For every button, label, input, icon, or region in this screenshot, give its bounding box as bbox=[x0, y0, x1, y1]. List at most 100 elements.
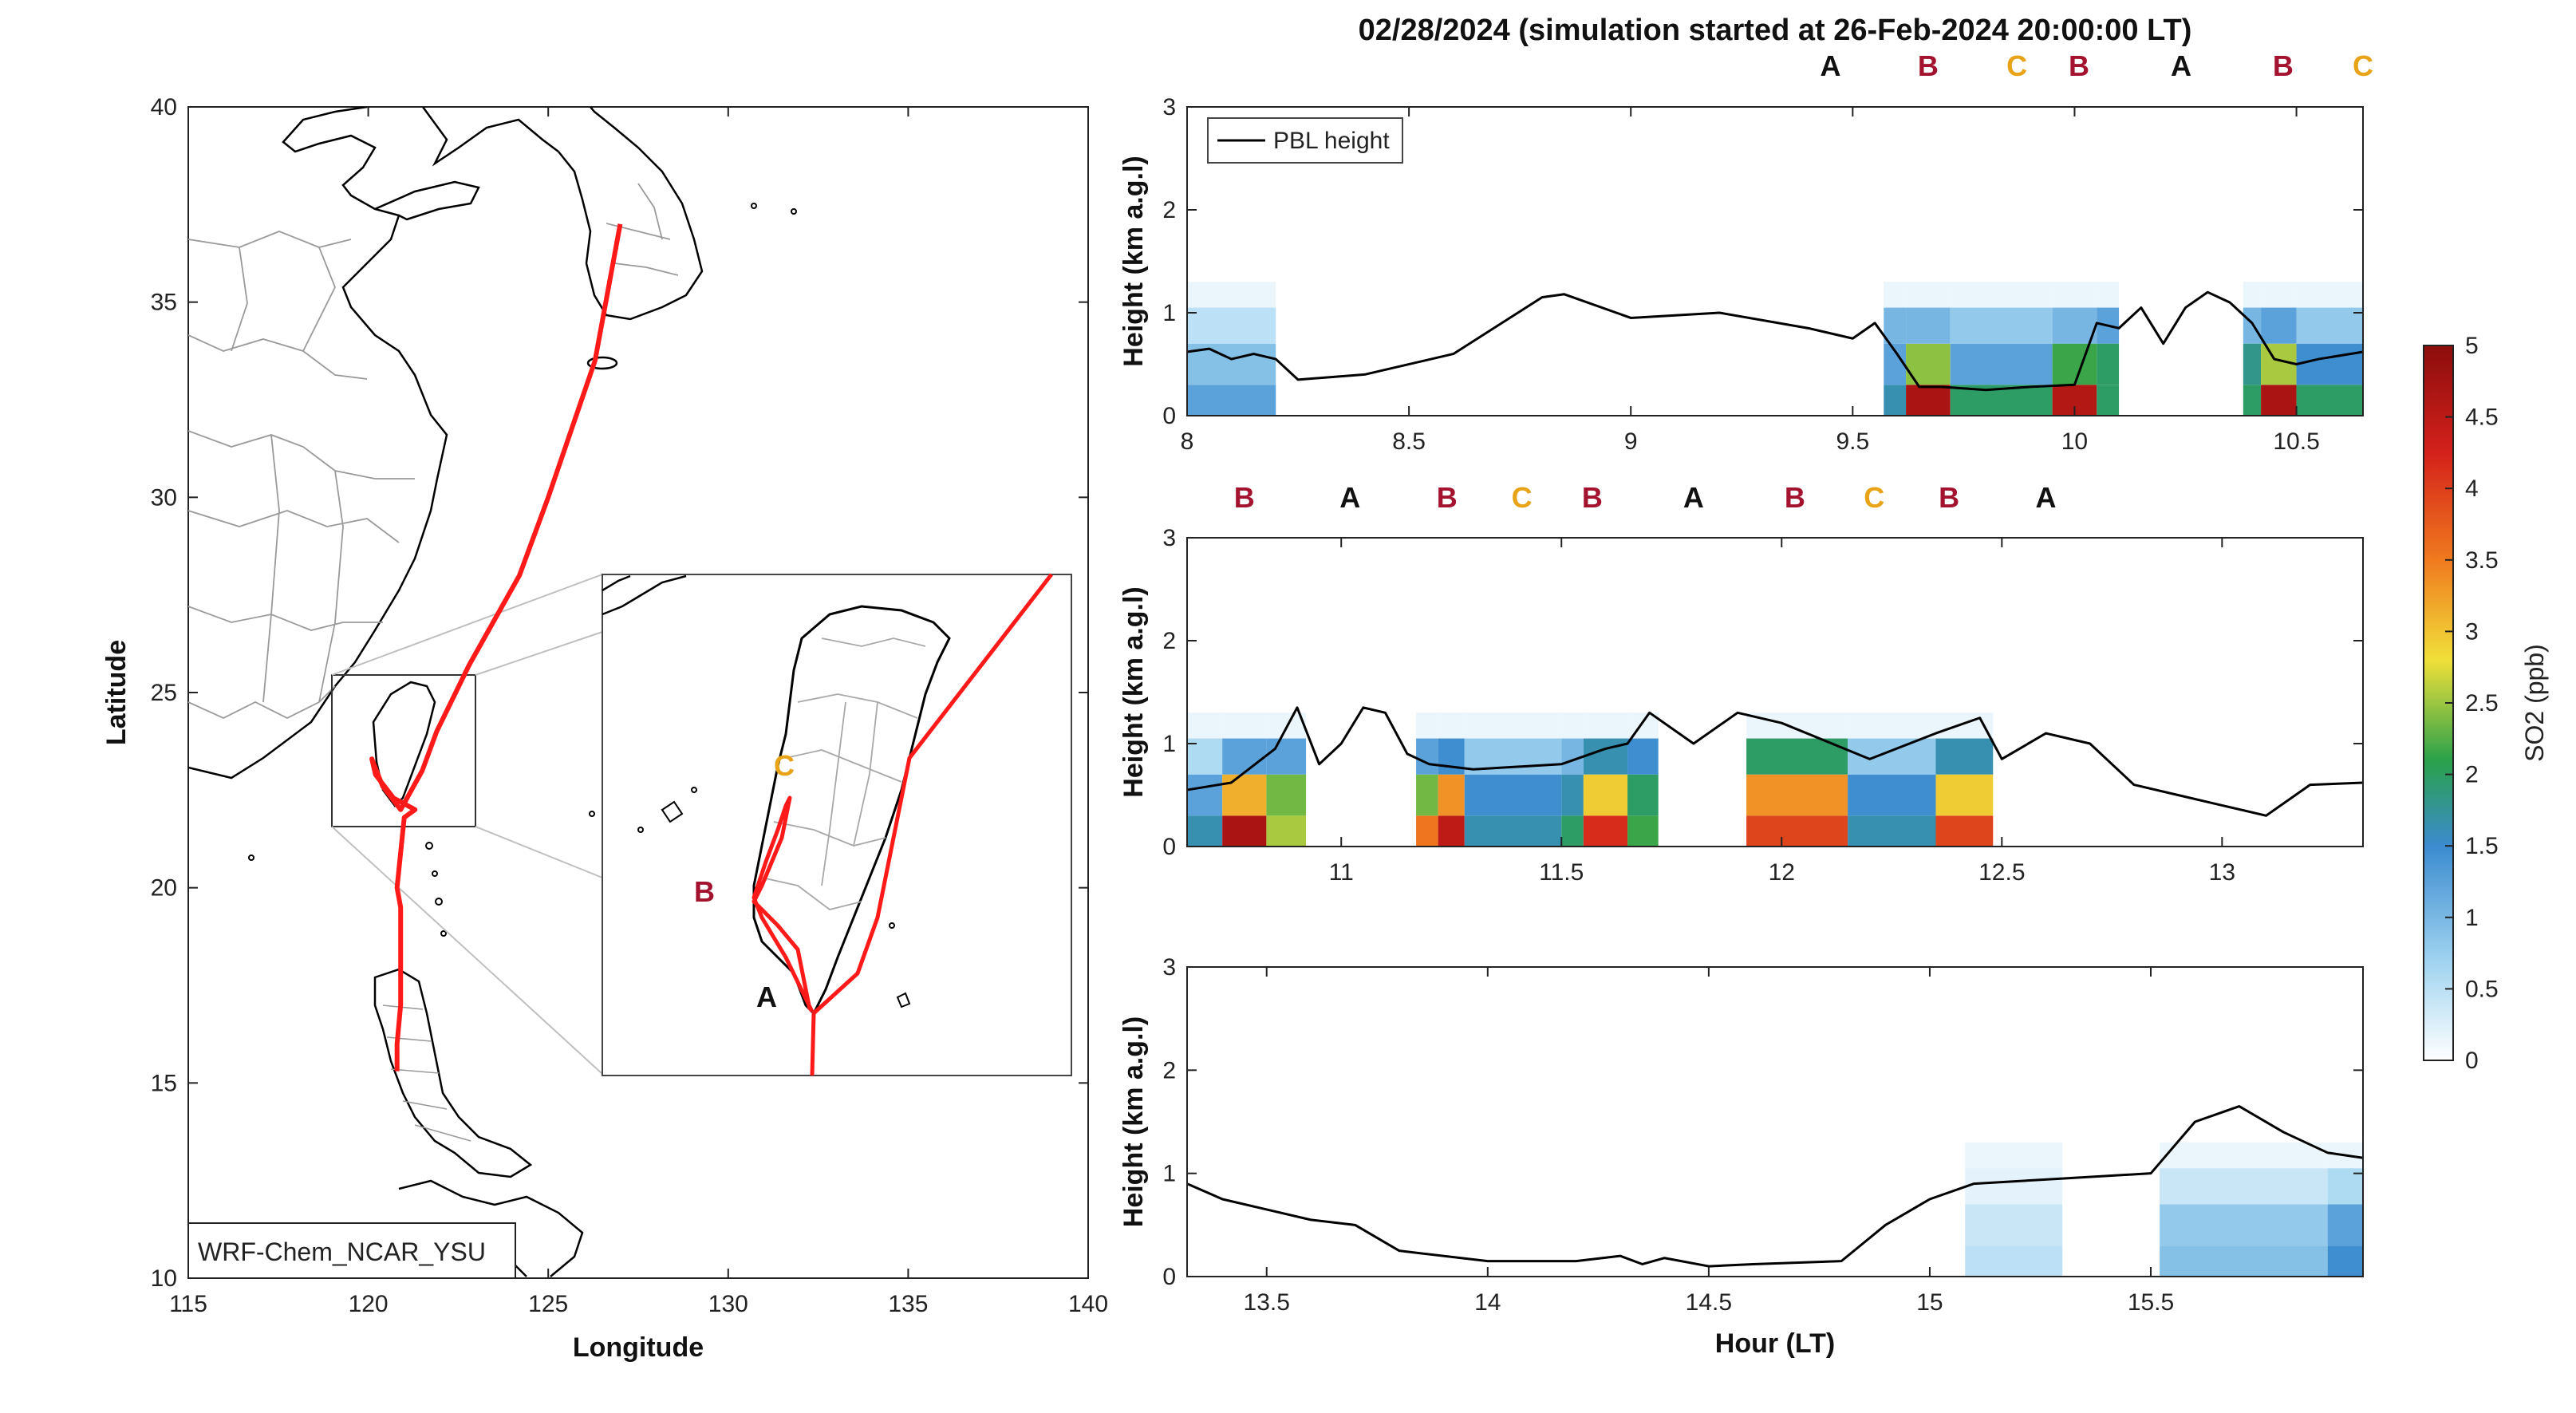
y-axis-label: Height (km a.g.l) bbox=[1118, 586, 1149, 797]
so2-cell bbox=[1416, 738, 1438, 775]
so2-cell bbox=[1848, 774, 1936, 816]
so2-cell bbox=[2327, 1168, 2363, 1205]
map-x-ticks: 115 120 125 130 135 140 bbox=[169, 107, 1108, 1317]
x-tick-label: 12.5 bbox=[1978, 859, 2025, 886]
hour-x-label: Hour (LT) bbox=[1715, 1328, 1835, 1359]
map-y-tick-label: 10 bbox=[151, 1265, 177, 1292]
so2-cell bbox=[1561, 738, 1584, 775]
korea-borders bbox=[606, 183, 679, 276]
so2-cell bbox=[1266, 815, 1307, 847]
colorbar-tick-label: 2 bbox=[2465, 762, 2479, 788]
inset-connector-bottom2 bbox=[475, 826, 603, 878]
y-axis-label: Height (km a.g.l) bbox=[1118, 156, 1149, 366]
site-label-A: A bbox=[1821, 49, 1841, 82]
so2-column bbox=[1464, 712, 1562, 847]
inset-connector-top2 bbox=[331, 574, 603, 676]
so2-cell bbox=[1950, 307, 2053, 344]
x-tick-label: 10 bbox=[2061, 428, 2088, 455]
so2-cell bbox=[1438, 815, 1465, 847]
inset-small-islands bbox=[637, 787, 911, 1008]
so2-haze bbox=[1222, 712, 1267, 739]
so2-cell bbox=[1561, 774, 1584, 816]
so2-haze bbox=[1746, 712, 1848, 739]
map-land bbox=[188, 107, 797, 1277]
jeju-island bbox=[586, 356, 618, 370]
y-tick-label: 2 bbox=[1162, 628, 1176, 654]
inset-track bbox=[810, 573, 1053, 1076]
y-tick-label: 3 bbox=[1162, 94, 1176, 120]
so2-haze bbox=[1884, 282, 1907, 308]
so2-haze bbox=[2160, 1142, 2328, 1169]
colorbar-tick-label: 0.5 bbox=[2465, 976, 2499, 1002]
so2-cell bbox=[1935, 774, 1994, 816]
map-x-tick-label: 115 bbox=[169, 1291, 207, 1317]
x-tick-label: 8.5 bbox=[1392, 428, 1426, 455]
coastline-china bbox=[188, 107, 448, 780]
map-x-tick-label: 130 bbox=[708, 1291, 748, 1317]
pbl-height-line bbox=[1186, 1105, 2364, 1268]
so2-haze bbox=[2052, 282, 2097, 308]
inset-label-B: B bbox=[694, 875, 715, 908]
so2-cell bbox=[1935, 815, 1994, 847]
so2-cell bbox=[2160, 1204, 2328, 1246]
so2-column bbox=[2261, 282, 2297, 416]
heatmap-panel-3: 13.5 14 14.5 15 15.5 0 1 2 3 Height (km a.g.l) bbox=[1118, 954, 2364, 1316]
so2-column bbox=[1935, 712, 1994, 847]
map-legend-box bbox=[187, 1222, 516, 1279]
x-tick-label: 9 bbox=[1624, 428, 1638, 455]
site-label-C: C bbox=[1512, 481, 1533, 514]
so2-cell bbox=[2243, 343, 2262, 385]
x-tick-label: 8 bbox=[1181, 428, 1194, 455]
so2-cell bbox=[1848, 815, 1936, 847]
so2-cell bbox=[2243, 307, 2262, 344]
so2-cell bbox=[1746, 774, 1848, 816]
so2-column bbox=[1848, 712, 1936, 847]
pbl-height-line bbox=[1186, 290, 2364, 392]
y-tick-label: 2 bbox=[1162, 197, 1176, 223]
site-label-C: C bbox=[2353, 49, 2373, 82]
so2-cell bbox=[1416, 774, 1438, 816]
so2-cell bbox=[1222, 815, 1267, 847]
colorbar-tick-label: 1.5 bbox=[2465, 833, 2499, 859]
so2-column bbox=[2160, 1142, 2328, 1277]
colorbar-label: SO2 (ppb) bbox=[2520, 644, 2549, 762]
so2-cell bbox=[1884, 307, 1907, 344]
so2-cell bbox=[1627, 815, 1659, 847]
so2-column bbox=[1627, 712, 1659, 847]
so2-cell bbox=[1950, 343, 2053, 385]
so2-cell bbox=[1222, 738, 1267, 775]
so2-cell bbox=[1965, 1204, 2063, 1246]
so2-column bbox=[1746, 712, 1848, 847]
so2-haze bbox=[1561, 712, 1584, 739]
site-label-B: B bbox=[1234, 481, 1255, 514]
so2-cell bbox=[1187, 307, 1276, 344]
colorbar-ticks: 0 0.5 1 1.5 2 2.5 3 3.5 4 4.5 5 bbox=[2445, 333, 2499, 1074]
inset-coastline-taiwan bbox=[752, 605, 951, 1016]
so2-haze bbox=[2097, 282, 2120, 308]
so2-column bbox=[1950, 282, 2053, 416]
so2-column bbox=[1561, 712, 1584, 847]
so2-cell bbox=[2160, 1245, 2328, 1277]
y-tick-label: 1 bbox=[1162, 1161, 1176, 1187]
site-label-B: B bbox=[1918, 49, 1939, 82]
map-y-tick-label: 30 bbox=[151, 484, 177, 511]
x-tick-label: 12 bbox=[1769, 859, 1795, 886]
inset-label-A: A bbox=[756, 981, 777, 1013]
so2-cell bbox=[2296, 307, 2363, 344]
map-y-tick-label: 20 bbox=[151, 875, 177, 902]
so2-cell bbox=[1464, 815, 1562, 847]
inset-track-branch bbox=[751, 795, 815, 1013]
colorbar: 0 0.5 1 1.5 2 2.5 3 3.5 4 4.5 5 SO2 (ppb) bbox=[2423, 333, 2549, 1074]
x-tick-label: 9.5 bbox=[1836, 428, 1869, 455]
y-tick-label: 1 bbox=[1162, 731, 1176, 757]
inset-map: C B A bbox=[602, 573, 1072, 1076]
x-tick-label: 11 bbox=[1329, 859, 1354, 886]
map-y-tick-label: 25 bbox=[151, 680, 177, 706]
so2-cell bbox=[1583, 738, 1628, 775]
so2-column bbox=[1906, 282, 1951, 416]
colorbar-tick-label: 1 bbox=[2465, 905, 2479, 931]
so2-cell bbox=[1266, 774, 1307, 816]
so2-column bbox=[2243, 282, 2262, 416]
so2-column bbox=[1965, 1142, 2063, 1277]
map-y-tick-label: 40 bbox=[151, 94, 177, 120]
